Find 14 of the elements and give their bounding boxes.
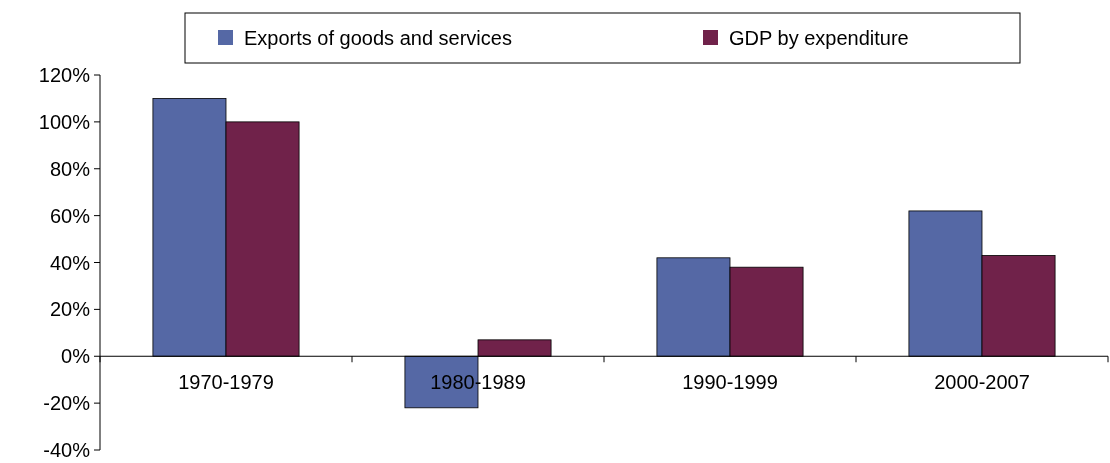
y-tick-label: 100% [38,110,91,133]
y-tick-label: 120% [38,64,91,86]
x-tick-label: 1970-1979 [178,371,274,394]
x-tick-label: 2000-2007 [934,371,1030,394]
y-tick-label: 40% [49,251,91,274]
y-tick-label: 0% [61,345,91,368]
y-tick-label: -40% [43,439,91,461]
y-tick-label: 60% [49,204,91,227]
x-tick-label: 1990-1999 [682,371,778,394]
y-tick-label: 20% [49,298,91,321]
y-tick-label: -20% [43,392,91,415]
legend-label: GDP by expenditure [729,27,909,49]
y-tick-label: 80% [49,157,91,180]
legend-label: Exports of goods and services [244,27,512,49]
